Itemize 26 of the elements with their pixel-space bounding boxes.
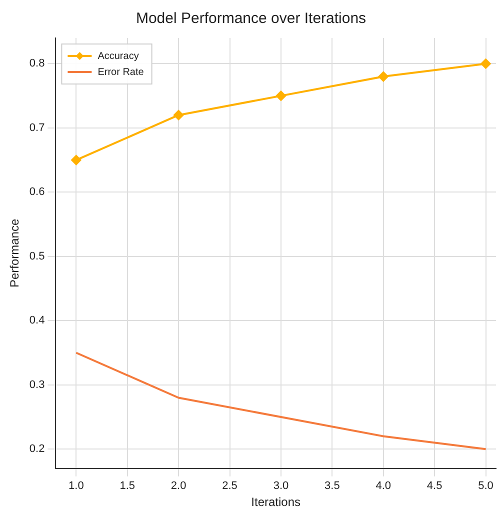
x-tick-label: 2.0 bbox=[170, 480, 186, 492]
y-tick-label: 0.8 bbox=[29, 58, 45, 70]
point bbox=[378, 72, 388, 82]
legend-label: Error Rate bbox=[98, 66, 144, 78]
x-tick-label: 2.5 bbox=[222, 480, 238, 492]
x-tick-label: 3.0 bbox=[273, 480, 289, 492]
x-tick-label: 1.5 bbox=[120, 480, 136, 492]
y-axis-title: Performance bbox=[8, 218, 22, 288]
legend-label: Accuracy bbox=[98, 50, 139, 62]
y-tick-label: 0.4 bbox=[29, 314, 45, 327]
y-tick-label: 0.5 bbox=[29, 250, 45, 262]
x-tick-label: 5.0 bbox=[478, 480, 494, 492]
x-tick-label: 3.5 bbox=[324, 480, 340, 492]
x-tick-label: 4.0 bbox=[376, 480, 392, 492]
x-tick-label: 1.0 bbox=[68, 480, 84, 492]
point bbox=[174, 110, 184, 120]
y-tick-label: 0.3 bbox=[29, 378, 45, 391]
point bbox=[276, 90, 286, 101]
y-tick-label: 0.2 bbox=[29, 443, 45, 456]
x-axis-title: Iterations bbox=[251, 495, 301, 510]
point bbox=[480, 58, 491, 69]
y-tick-label: 0.7 bbox=[29, 122, 45, 134]
chart-title: Model Performance over Iterations bbox=[136, 10, 366, 28]
y-tick-label: 0.6 bbox=[29, 186, 45, 198]
point bbox=[71, 155, 82, 166]
x-tick-label: 4.5 bbox=[426, 480, 442, 492]
